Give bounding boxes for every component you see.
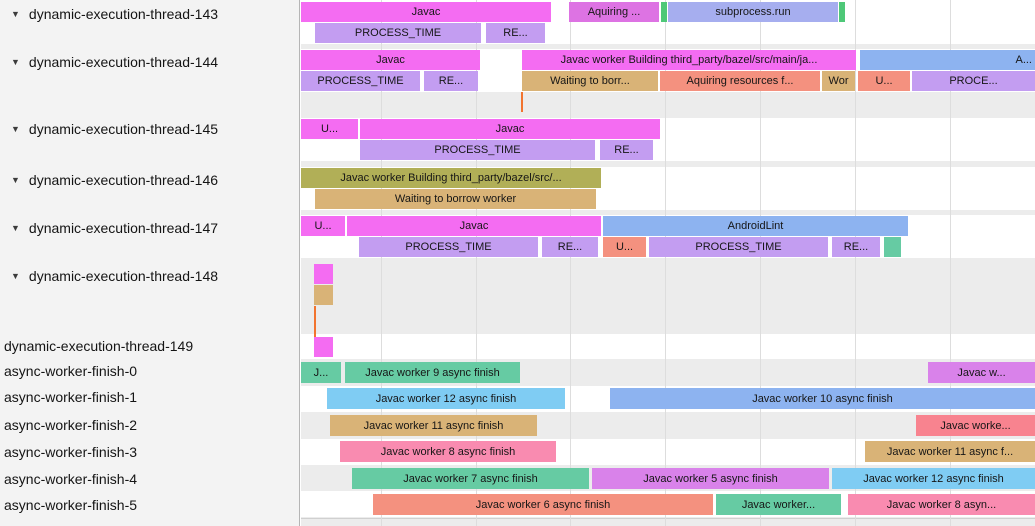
slice[interactable]: Aquiring resources f...: [660, 71, 820, 91]
slice[interactable]: AndroidLint: [603, 216, 908, 236]
track-label-row[interactable]: ▼ dynamic-execution-thread-147: [0, 217, 299, 239]
slice[interactable]: J...: [301, 362, 341, 383]
track-label-row[interactable]: ▼ dynamic-execution-thread-148: [0, 265, 299, 287]
slice[interactable]: PROCESS_TIME: [649, 237, 828, 257]
slice[interactable]: Javac worker 5 async finish: [592, 468, 829, 489]
slice[interactable]: Javac worker Building third_party/bazel/…: [301, 168, 601, 188]
track-label: async-worker-finish-3: [4, 444, 138, 460]
slice[interactable]: Javac worker...: [716, 494, 841, 515]
slice[interactable]: Javac worker 8 async finish: [340, 441, 556, 462]
slice[interactable]: Javac worker 12 async finish: [327, 388, 565, 409]
collapse-arrow-icon[interactable]: ▼: [11, 223, 20, 233]
slice[interactable]: subprocess.run: [668, 2, 838, 22]
slice[interactable]: PROCESS_TIME: [301, 71, 420, 91]
slice[interactable]: PROCESS_TIME: [359, 237, 538, 257]
slice[interactable]: PROCE...: [912, 71, 1035, 91]
slice[interactable]: Javac worker 12 async finish: [832, 468, 1035, 489]
slice[interactable]: Javac: [347, 216, 601, 236]
track-label: dynamic-execution-thread-148: [28, 268, 219, 284]
slice[interactable]: Wor: [822, 71, 855, 91]
slice[interactable]: Javac w...: [928, 362, 1035, 383]
track-label: async-worker-finish-1: [4, 389, 138, 405]
track-label-row[interactable]: async-worker-finish-1: [0, 386, 299, 408]
track-label-row[interactable]: async-worker-finish-4: [0, 468, 299, 490]
collapse-arrow-icon[interactable]: ▼: [11, 175, 20, 185]
collapse-arrow-icon[interactable]: ▼: [11, 9, 20, 19]
slice[interactable]: Javac worker 8 asyn...: [848, 494, 1035, 515]
collapse-arrow-icon[interactable]: ▼: [11, 271, 20, 281]
slice[interactable]: Waiting to borr...: [522, 71, 658, 91]
slice[interactable]: [884, 237, 901, 257]
gridline: [760, 0, 761, 526]
slice[interactable]: RE...: [486, 23, 545, 43]
track-label-row[interactable]: async-worker-finish-0: [0, 360, 299, 382]
track-label-row[interactable]: async-worker-finish-2: [0, 414, 299, 436]
slice[interactable]: [661, 2, 667, 22]
slice[interactable]: Javac: [301, 2, 551, 22]
track-label-row[interactable]: ▼ dynamic-execution-thread-146: [0, 169, 299, 191]
track-label: async-worker-finish-0: [4, 363, 138, 379]
slice[interactable]: U...: [858, 71, 910, 91]
slice[interactable]: PROCESS_TIME: [360, 140, 595, 160]
gridline: [570, 0, 571, 526]
timeline-canvas[interactable]: Javac Aquiring ... subprocess.run PROCESS_T…: [301, 0, 1035, 526]
track-label: dynamic-execution-thread-145: [28, 121, 219, 137]
track-label: dynamic-execution-thread-149: [4, 338, 194, 354]
collapse-arrow-icon[interactable]: ▼: [11, 124, 20, 134]
slice[interactable]: Javac worker 7 async finish: [352, 468, 589, 489]
track-label: dynamic-execution-thread-144: [28, 54, 219, 70]
slice[interactable]: RE...: [832, 237, 880, 257]
slice[interactable]: Javac: [301, 50, 480, 70]
instant-marker[interactable]: [521, 92, 523, 112]
row-background: [301, 334, 1035, 359]
track-label: async-worker-finish-2: [4, 417, 138, 433]
track-label: dynamic-execution-thread-147: [28, 220, 219, 236]
slice[interactable]: Javac worker 9 async finish: [345, 362, 520, 383]
slice[interactable]: Javac: [360, 119, 660, 139]
slice[interactable]: Aquiring ...: [569, 2, 659, 22]
slice[interactable]: [839, 2, 845, 22]
slice[interactable]: Javac worker 6 async finish: [373, 494, 713, 515]
track-label-row[interactable]: async-worker-finish-5: [0, 494, 299, 516]
track-sidebar: ▼ dynamic-execution-thread-143 ▼ dynamic-ex…: [0, 0, 300, 526]
slice[interactable]: Waiting to borrow worker: [315, 189, 596, 209]
slice[interactable]: PROCESS_TIME: [315, 23, 481, 43]
track-label-row[interactable]: ▼ dynamic-execution-thread-143: [0, 3, 299, 25]
instant-marker[interactable]: [314, 306, 316, 338]
track-label: dynamic-execution-thread-143: [28, 6, 219, 22]
slice[interactable]: [314, 337, 333, 357]
track-label: async-worker-finish-4: [4, 471, 138, 487]
track-label-row[interactable]: async-worker-finish-3: [0, 441, 299, 463]
slice[interactable]: Javac worke...: [916, 415, 1035, 436]
slice[interactable]: A...: [860, 50, 1035, 70]
slice[interactable]: U...: [603, 237, 646, 257]
track-label-row[interactable]: dynamic-execution-thread-149: [0, 335, 299, 357]
gridline: [950, 0, 951, 526]
slice[interactable]: U...: [301, 119, 358, 139]
slice[interactable]: Javac worker 11 async f...: [865, 441, 1035, 462]
track-label-row[interactable]: ▼ dynamic-execution-thread-144: [0, 51, 299, 73]
track-label: async-worker-finish-5: [4, 497, 138, 513]
gridline: [476, 0, 477, 526]
slice[interactable]: RE...: [600, 140, 653, 160]
gridline: [381, 0, 382, 526]
slice[interactable]: Javac worker 11 async finish: [330, 415, 537, 436]
track-label-row[interactable]: ▼ dynamic-execution-thread-145: [0, 118, 299, 140]
slice[interactable]: RE...: [424, 71, 478, 91]
track-label: dynamic-execution-thread-146: [28, 172, 219, 188]
gridline: [855, 0, 856, 526]
row-background: [301, 518, 1035, 519]
slice[interactable]: U...: [301, 216, 345, 236]
collapse-arrow-icon[interactable]: ▼: [11, 57, 20, 67]
slice[interactable]: RE...: [542, 237, 598, 257]
slice[interactable]: Javac worker 10 async finish: [610, 388, 1035, 409]
gridline: [665, 0, 666, 526]
slice[interactable]: [314, 264, 333, 284]
slice[interactable]: [314, 285, 333, 305]
slice[interactable]: Javac worker Building third_party/bazel/…: [522, 50, 856, 70]
